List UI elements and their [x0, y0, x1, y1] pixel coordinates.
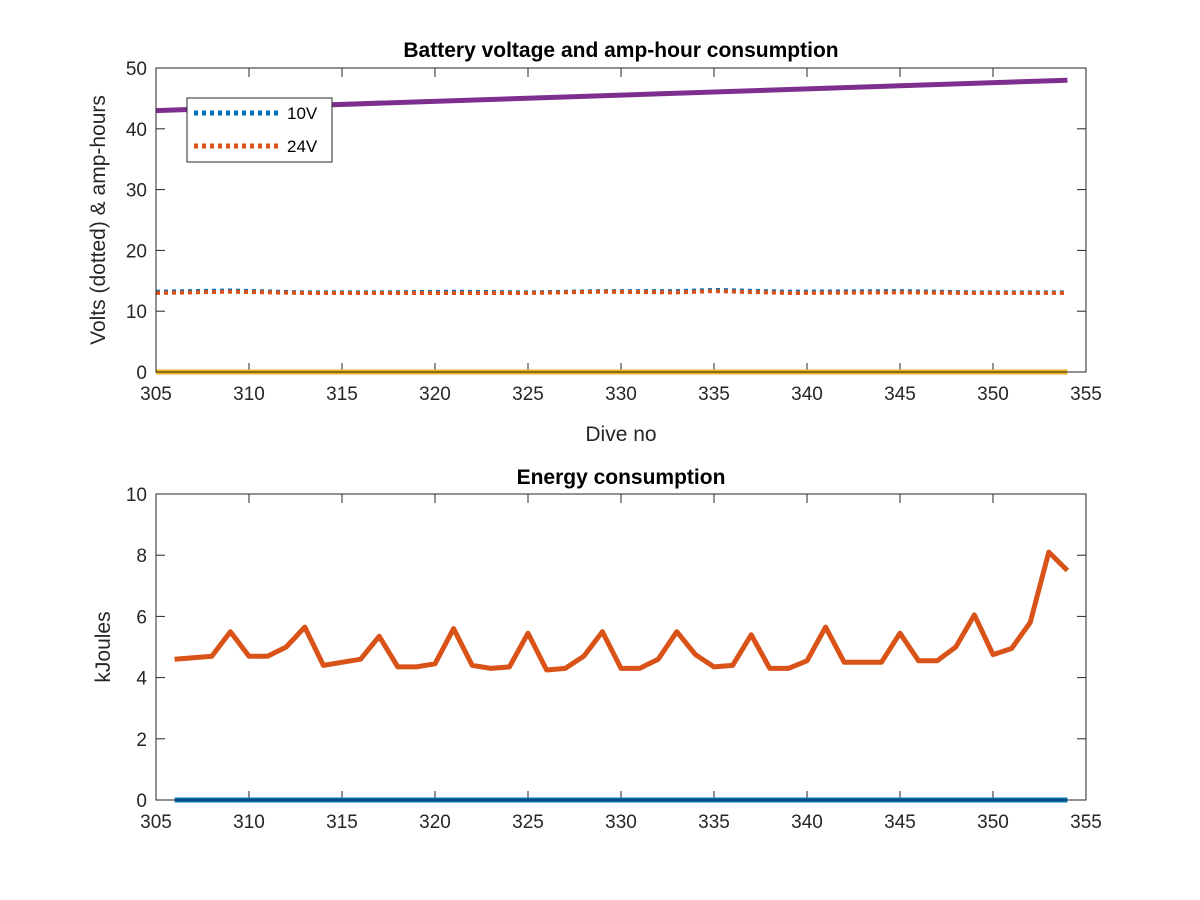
top-x-tick-label: 345 [884, 384, 916, 405]
top-axes-ticks: 305 310 315 320 325 330 335 340 345 350 355 0 10 20 30… [126, 59, 1102, 405]
top-x-tick-label: 310 [233, 384, 265, 405]
top-y-tick-label: 30 [126, 181, 147, 202]
top-x-axis-label: Dive no [585, 423, 656, 446]
top-chart-title: Battery voltage and amp-hour consumption [403, 39, 838, 62]
top-axes: 305 310 315 320 325 330 335 340 345 350 355 0 10 20 30… [87, 39, 1102, 446]
legend-label-10v: 10V [287, 104, 318, 123]
top-x-tick-label: 330 [605, 384, 637, 405]
bottom-x-tick-label: 330 [605, 812, 637, 833]
bottom-x-tick-label: 340 [791, 812, 823, 833]
bottom-x-tick-label: 350 [977, 812, 1009, 833]
bottom-x-tick-label: 325 [512, 812, 544, 833]
bottom-y-tick-label: 0 [136, 791, 147, 812]
top-x-tick-label: 320 [419, 384, 451, 405]
bottom-x-tick-label: 315 [326, 812, 358, 833]
bottom-axes-box [155, 493, 1087, 801]
bottom-x-tick-label: 345 [884, 812, 916, 833]
bottom-axes-background [156, 494, 1086, 800]
bottom-y-tick-label: 8 [136, 546, 147, 567]
top-series-24v [155, 289, 1068, 295]
bottom-x-tick-label: 310 [233, 812, 265, 833]
top-x-tick-label: 325 [512, 384, 544, 405]
bottom-x-tick-label: 305 [140, 812, 172, 833]
top-x-tick-label: 315 [326, 384, 358, 405]
bottom-chart-title: Energy consumption [517, 466, 726, 489]
bottom-axes: 305 310 315 320 325 330 335 340 345 350 355 0 2 4 6 8 10… [92, 466, 1102, 833]
top-y-tick-label: 50 [126, 59, 147, 80]
bottom-x-tick-label: 355 [1070, 812, 1102, 833]
top-axes-box [155, 67, 1087, 373]
legend-label-24v: 24V [287, 137, 318, 156]
top-y-tick-label: 0 [136, 363, 147, 384]
bottom-y-tick-label: 2 [136, 730, 147, 751]
bottom-y-tick-label: 6 [136, 607, 147, 628]
top-y-tick-label: 20 [126, 241, 147, 262]
top-x-tick-label: 350 [977, 384, 1009, 405]
legend-box [186, 97, 333, 163]
top-x-tick-label: 355 [1070, 384, 1102, 405]
top-y-axis-label: Volts (dotted) & amp-hours [87, 95, 110, 345]
top-legend: 10V 24V [186, 97, 333, 163]
bottom-series-line-2 [174, 549, 1070, 673]
top-y-tick-label: 40 [126, 120, 147, 141]
bottom-y-tick-label: 4 [136, 669, 147, 690]
bottom-y-tick-label: 10 [126, 485, 147, 506]
bottom-y-axis-label: kJoules [92, 611, 115, 682]
top-x-tick-label: 335 [698, 384, 730, 405]
top-x-tick-label: 305 [140, 384, 172, 405]
top-x-tick-label: 340 [791, 384, 823, 405]
bottom-axes-ticks: 305 310 315 320 325 330 335 340 345 350 355 0 2 4 6 8 10 [126, 485, 1102, 833]
bottom-x-tick-label: 335 [698, 812, 730, 833]
bottom-x-tick-label: 320 [419, 812, 451, 833]
top-y-tick-label: 10 [126, 302, 147, 323]
